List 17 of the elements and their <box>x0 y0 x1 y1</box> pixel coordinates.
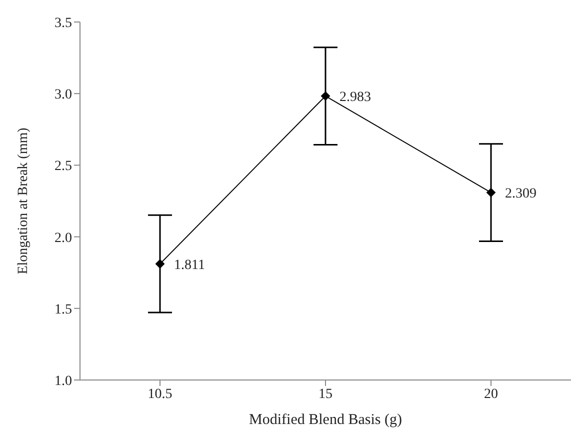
y-tick-label: 2.5 <box>54 159 72 174</box>
x-axis-title: Modified Blend Basis (g) <box>249 412 402 428</box>
x-tick-label: 10.5 <box>148 386 172 402</box>
data-label: 1.811 <box>174 258 205 273</box>
data-label: 2.983 <box>340 90 371 106</box>
data-label: 2.309 <box>505 186 536 202</box>
point <box>156 259 164 268</box>
y-tick-label: 1.5 <box>54 302 72 318</box>
point <box>321 92 330 101</box>
y-tick-label: 1.0 <box>54 374 72 389</box>
x-tick-label: 20 <box>484 386 498 402</box>
y-tick-label: 3.5 <box>54 16 72 31</box>
y-tick-label: 3.0 <box>54 88 72 103</box>
x-tick-label: 15 <box>318 386 332 402</box>
point <box>486 188 496 198</box>
y-axis-title: Elongation at Break (mm) <box>16 127 31 274</box>
y-tick-label: 2.0 <box>54 230 72 246</box>
